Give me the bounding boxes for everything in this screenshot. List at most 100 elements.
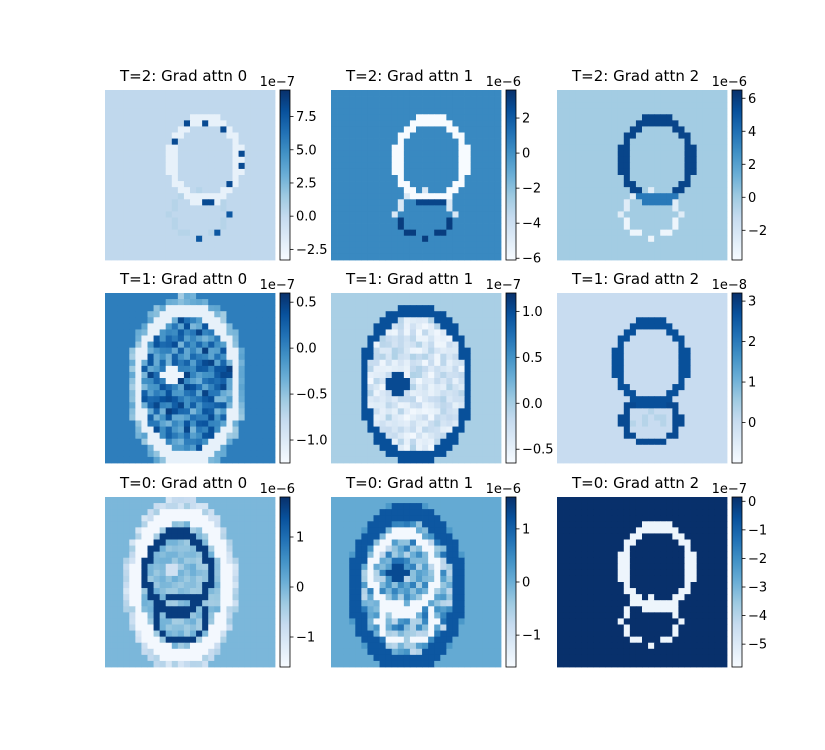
heatmap-cell — [214, 396, 221, 403]
heatmap-cell — [623, 199, 631, 206]
heatmap-cell — [238, 329, 246, 336]
heatmap-cell — [714, 114, 722, 121]
heatmap-cell — [446, 353, 453, 361]
heatmap-cell — [672, 253, 679, 261]
heatmap-cell — [678, 150, 685, 158]
heatmap-cell — [196, 503, 203, 510]
heatmap-cell — [714, 144, 722, 152]
heatmap-cell — [428, 390, 435, 397]
heatmap-cell — [714, 450, 722, 458]
heatmap-cell — [331, 102, 338, 109]
heatmap-cell — [129, 450, 136, 458]
heatmap-cell — [117, 396, 124, 403]
heatmap-cell — [464, 396, 472, 403]
heatmap-cell — [684, 444, 691, 452]
heatmap-cell — [244, 293, 252, 300]
heatmap-cell — [153, 168, 161, 176]
heatmap-cell — [599, 456, 606, 464]
heatmap-cell — [238, 205, 246, 212]
heatmap-cell — [135, 211, 142, 218]
heatmap-cell — [660, 317, 667, 324]
heatmap-cell — [428, 384, 435, 391]
heatmap-cell — [654, 299, 661, 306]
heatmap-cell — [232, 414, 239, 421]
heatmap-cell — [159, 396, 167, 403]
heatmap-cell — [599, 211, 606, 218]
heatmap-cell — [349, 450, 356, 458]
heatmap-cell — [268, 432, 276, 440]
heatmap-cell — [678, 102, 685, 109]
heatmap-cell — [696, 138, 704, 146]
heatmap-cell — [355, 193, 362, 200]
heatmap-cell — [226, 503, 233, 510]
heatmap-cell — [232, 402, 239, 409]
heatmap-cell — [623, 108, 631, 115]
heatmap-cell — [605, 432, 613, 440]
heatmap-cell — [123, 181, 130, 188]
heatmap-cell — [488, 456, 496, 464]
heatmap-cell — [416, 199, 423, 206]
heatmap-cell — [361, 241, 368, 249]
heatmap-cell — [208, 181, 215, 188]
heatmap-cell — [654, 205, 661, 212]
heatmap-cell — [611, 396, 619, 403]
heatmap-cell — [129, 521, 136, 528]
heatmap-cell — [416, 444, 423, 452]
heatmap-cell — [684, 205, 691, 212]
heatmap-cell — [373, 144, 380, 152]
heatmap-cell — [159, 444, 167, 452]
heatmap-cell — [123, 175, 130, 182]
heatmap-cell — [147, 503, 154, 510]
heatmap-cell — [629, 108, 637, 115]
heatmap-cell — [373, 335, 380, 342]
heatmap-cell — [349, 247, 356, 255]
heatmap-cell — [117, 408, 124, 415]
heatmap-cell — [403, 181, 411, 188]
heatmap-cell — [714, 390, 722, 397]
heatmap-cell — [105, 311, 112, 318]
heatmap-cell — [672, 402, 679, 409]
heatmap-cell — [599, 450, 606, 458]
heatmap-cell — [488, 384, 496, 391]
heatmap-cell — [458, 108, 465, 115]
heatmap-cell — [214, 420, 221, 427]
heatmap-cell — [642, 414, 649, 421]
heatmap-cell — [177, 247, 185, 255]
heatmap-cell — [349, 365, 356, 373]
heatmap-cell — [581, 114, 588, 121]
heatmap-cell — [428, 371, 435, 379]
heatmap-cell — [183, 378, 191, 385]
heatmap-cell — [355, 241, 362, 249]
heatmap-cell — [153, 253, 161, 261]
heatmap-cell — [690, 168, 698, 176]
heatmap-cell — [557, 150, 564, 158]
colorbar-offset-text: 1e−8 — [712, 278, 747, 293]
heatmap-cell — [159, 205, 167, 212]
heatmap-cell — [654, 450, 661, 458]
heatmap-cell — [379, 347, 387, 355]
heatmap-cell — [690, 187, 698, 194]
heatmap-cell — [557, 120, 564, 127]
heatmap-cell — [440, 211, 447, 218]
heatmap-cell — [476, 253, 484, 261]
heatmap-cell — [684, 384, 691, 391]
heatmap-cell — [623, 323, 631, 330]
heatmap-cell — [117, 438, 124, 446]
heatmap-cell — [379, 144, 387, 152]
heatmap-cell — [105, 503, 112, 510]
heatmap-cell — [208, 241, 215, 249]
heatmap-cell — [373, 384, 380, 391]
heatmap-cell — [714, 102, 722, 109]
heatmap-cell — [593, 450, 600, 458]
heatmap-cell — [153, 144, 161, 152]
heatmap-cell — [690, 347, 698, 355]
heatmap-cell — [232, 217, 239, 224]
heatmap-cell — [153, 347, 161, 355]
heatmap-cell — [135, 108, 142, 115]
heatmap-cell — [708, 162, 716, 170]
heatmap-cell — [268, 150, 276, 158]
heatmap-cell — [488, 365, 496, 373]
heatmap-cell — [575, 293, 582, 300]
heatmap-cell — [629, 317, 637, 324]
heatmap-cell — [177, 527, 185, 534]
